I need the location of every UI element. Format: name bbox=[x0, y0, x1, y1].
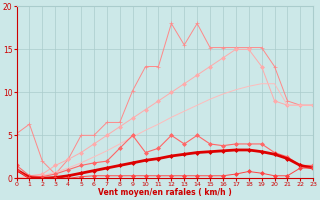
X-axis label: Vent moyen/en rafales ( km/h ): Vent moyen/en rafales ( km/h ) bbox=[98, 188, 232, 197]
